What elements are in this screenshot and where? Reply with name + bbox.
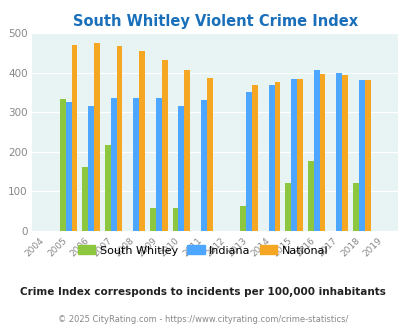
Bar <box>94 43 100 231</box>
Bar <box>358 80 364 231</box>
Bar <box>352 183 358 231</box>
Bar <box>82 167 88 231</box>
Bar <box>290 79 296 231</box>
Bar <box>206 78 212 231</box>
Bar <box>252 85 257 231</box>
Bar <box>184 70 190 231</box>
Bar <box>66 102 71 231</box>
Bar <box>296 79 302 231</box>
Legend: South Whitley, Indiana, National: South Whitley, Indiana, National <box>73 241 332 260</box>
Bar <box>240 207 245 231</box>
Bar <box>307 161 313 231</box>
Bar <box>268 85 274 231</box>
Bar <box>60 99 66 231</box>
Bar <box>104 145 111 231</box>
Bar <box>245 92 252 231</box>
Bar <box>364 80 370 231</box>
Bar <box>319 74 325 231</box>
Bar <box>274 82 280 231</box>
Text: Crime Index corresponds to incidents per 100,000 inhabitants: Crime Index corresponds to incidents per… <box>20 287 385 297</box>
Bar <box>335 73 341 231</box>
Bar <box>172 208 178 231</box>
Text: © 2025 CityRating.com - https://www.cityrating.com/crime-statistics/: © 2025 CityRating.com - https://www.city… <box>58 315 347 324</box>
Bar <box>156 98 161 231</box>
Bar <box>71 45 77 231</box>
Bar <box>178 106 184 231</box>
Bar <box>200 100 206 231</box>
Bar <box>133 98 139 231</box>
Bar <box>313 70 319 231</box>
Title: South Whitley Violent Crime Index: South Whitley Violent Crime Index <box>72 14 357 29</box>
Bar <box>111 98 116 231</box>
Bar <box>116 46 122 231</box>
Bar <box>139 51 145 231</box>
Bar <box>285 183 290 231</box>
Bar <box>161 60 167 231</box>
Bar <box>88 106 94 231</box>
Bar <box>341 75 347 231</box>
Bar <box>149 208 156 231</box>
